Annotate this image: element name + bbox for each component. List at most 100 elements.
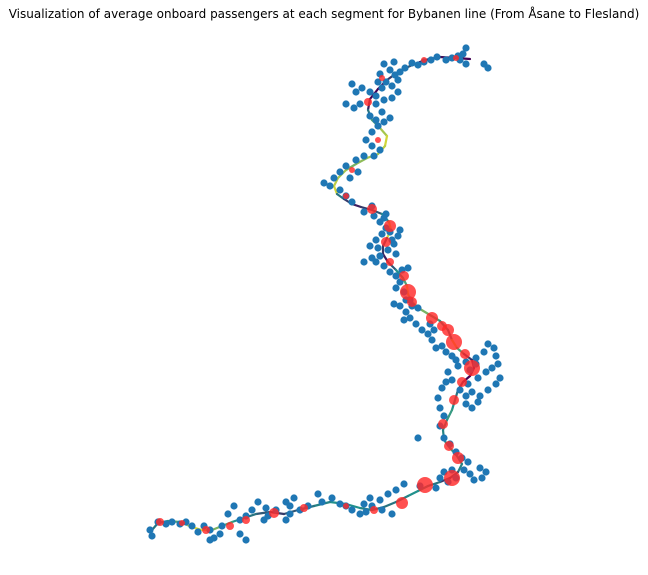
stop-point bbox=[374, 78, 382, 86]
stop-point bbox=[366, 242, 374, 250]
stop-point bbox=[414, 61, 422, 69]
stop-point bbox=[224, 510, 232, 518]
stop-point bbox=[360, 152, 368, 160]
stop-point bbox=[478, 474, 486, 482]
stop-point bbox=[360, 258, 368, 266]
station-marker bbox=[364, 98, 372, 106]
stop-point bbox=[462, 400, 470, 408]
stop-point bbox=[488, 364, 496, 372]
station-marker bbox=[156, 518, 164, 526]
station-marker bbox=[452, 452, 464, 464]
stop-point bbox=[370, 212, 378, 220]
stop-point bbox=[380, 60, 388, 68]
stop-point bbox=[380, 118, 388, 126]
stop-point bbox=[444, 368, 452, 376]
station-marker bbox=[442, 324, 454, 336]
stop-point bbox=[400, 316, 408, 324]
stop-point bbox=[348, 80, 356, 88]
stop-point bbox=[368, 128, 376, 136]
station-marker bbox=[367, 204, 377, 214]
stop-point bbox=[366, 494, 374, 502]
station-marker bbox=[242, 516, 250, 524]
stop-point bbox=[348, 506, 356, 514]
station-marker bbox=[444, 470, 460, 486]
stop-point bbox=[342, 162, 350, 170]
route-segment bbox=[406, 489, 420, 498]
stop-point bbox=[368, 254, 376, 262]
stop-point bbox=[482, 368, 490, 376]
stop-point bbox=[376, 146, 384, 154]
stop-point bbox=[414, 434, 422, 442]
chart-title: Visualization of average onboard passeng… bbox=[8, 7, 640, 21]
stop-point bbox=[336, 186, 344, 194]
stop-point bbox=[402, 308, 410, 316]
stop-point bbox=[376, 252, 384, 260]
stop-point bbox=[460, 466, 468, 474]
stop-point bbox=[326, 182, 334, 190]
stop-point bbox=[188, 522, 196, 530]
stop-point bbox=[354, 168, 362, 176]
route-segment bbox=[335, 192, 346, 201]
stop-point bbox=[356, 510, 364, 518]
stop-point bbox=[406, 314, 414, 322]
stop-point bbox=[380, 96, 388, 104]
stop-point bbox=[394, 76, 402, 84]
stop-point bbox=[470, 476, 478, 484]
stop-point bbox=[386, 66, 394, 74]
stop-point bbox=[372, 100, 380, 108]
stop-point bbox=[404, 264, 412, 272]
stop-point bbox=[433, 53, 441, 61]
stop-point bbox=[336, 500, 344, 508]
station-marker bbox=[343, 193, 349, 199]
station-marker bbox=[417, 477, 433, 493]
stop-point bbox=[378, 506, 386, 514]
station-marker bbox=[449, 395, 459, 405]
stop-point bbox=[394, 232, 402, 240]
station-marker bbox=[381, 237, 391, 247]
stop-point bbox=[368, 142, 376, 150]
stop-point bbox=[356, 100, 364, 108]
station-marker bbox=[202, 526, 210, 534]
station-marker bbox=[399, 271, 409, 281]
stop-point bbox=[386, 114, 394, 122]
stop-point bbox=[262, 504, 270, 512]
stop-point bbox=[401, 64, 409, 72]
stop-point bbox=[462, 44, 470, 52]
stop-point bbox=[242, 536, 250, 544]
stop-point bbox=[366, 112, 374, 120]
station-marker bbox=[269, 508, 279, 518]
stop-point bbox=[376, 496, 384, 504]
stop-points bbox=[146, 44, 504, 544]
stop-point bbox=[346, 174, 354, 182]
station-marker bbox=[460, 349, 470, 359]
stop-point bbox=[496, 374, 504, 382]
stop-point bbox=[314, 490, 322, 498]
stop-point bbox=[372, 116, 380, 124]
stop-point bbox=[366, 88, 374, 96]
stop-point bbox=[436, 474, 444, 482]
stop-point bbox=[482, 468, 490, 476]
stop-point bbox=[472, 354, 480, 362]
stop-point bbox=[290, 494, 298, 502]
stop-point bbox=[388, 510, 396, 518]
stop-point bbox=[434, 394, 442, 402]
stop-point bbox=[452, 356, 460, 364]
stop-point bbox=[480, 348, 488, 356]
stop-point bbox=[352, 156, 360, 164]
stop-point bbox=[438, 342, 446, 350]
stop-point bbox=[380, 214, 388, 222]
station-marker bbox=[453, 55, 459, 61]
stop-point bbox=[474, 374, 482, 382]
route-segment bbox=[254, 510, 272, 516]
stop-point bbox=[490, 344, 498, 352]
station-marker bbox=[379, 75, 385, 81]
stop-point bbox=[474, 398, 482, 406]
stop-point bbox=[286, 510, 294, 518]
stop-point bbox=[362, 136, 370, 144]
stop-point bbox=[386, 268, 394, 276]
stop-point bbox=[432, 344, 440, 352]
stop-point bbox=[396, 302, 404, 310]
stop-point bbox=[370, 152, 378, 160]
route-segment bbox=[382, 500, 398, 509]
stop-point bbox=[392, 284, 400, 292]
